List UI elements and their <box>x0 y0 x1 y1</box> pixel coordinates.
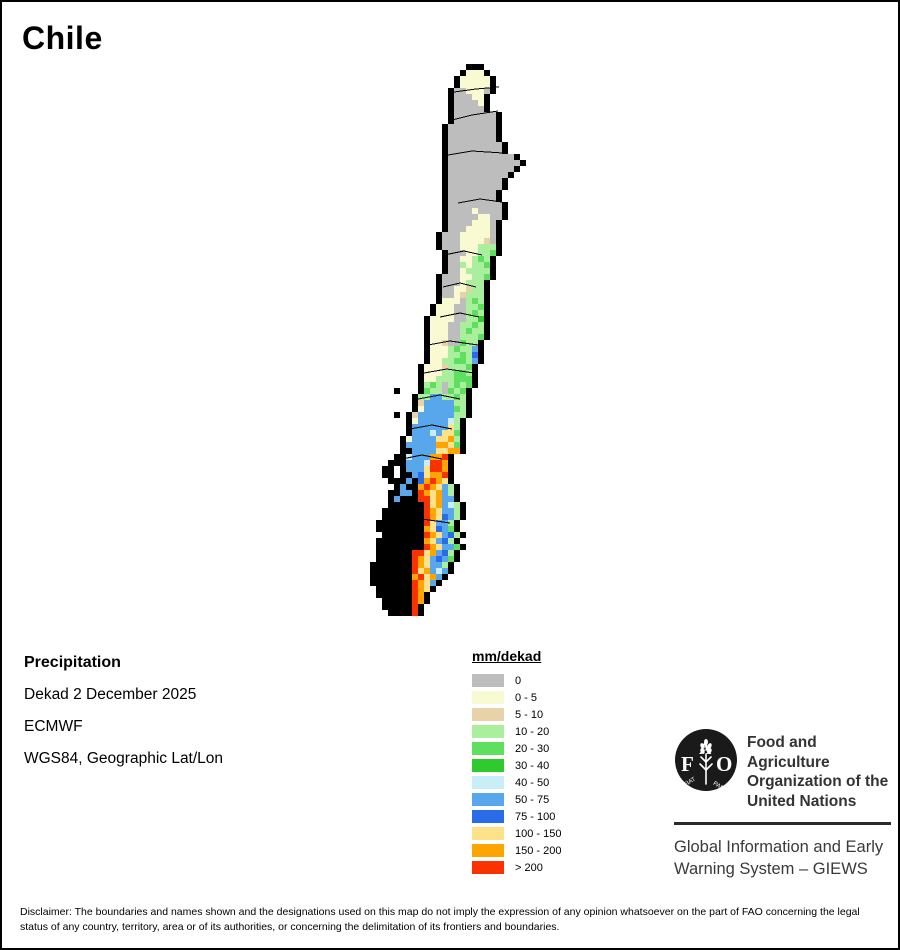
fao-giews-block: F A O FIAT PANIS Food <box>674 728 891 880</box>
chile-precipitation-map <box>370 64 526 616</box>
legend-label: 50 - 75 <box>515 793 550 806</box>
svg-text:O: O <box>716 752 732 776</box>
legend-entry: 0 <box>472 672 561 689</box>
fao-organization-name: Food and Agriculture Organization of the… <box>747 734 889 810</box>
legend-entry: 40 - 50 <box>472 774 561 791</box>
disclaimer-text: Disclaimer: The boundaries and names sho… <box>20 906 860 933</box>
legend-swatch <box>472 759 504 772</box>
legend-label: > 200 <box>515 861 543 874</box>
legend-entry: 0 - 5 <box>472 689 561 706</box>
fao-divider-line <box>674 822 891 825</box>
legend-label: 5 - 10 <box>515 708 544 721</box>
legend-entry: 150 - 200 <box>472 842 561 859</box>
map-info-block: Precipitation Dekad 2 December 2025 ECMW… <box>24 654 223 782</box>
legend-label: 40 - 50 <box>515 776 550 789</box>
map-dekad-label: Dekad 2 December 2025 <box>24 686 197 703</box>
legend-label: 150 - 200 <box>515 844 562 857</box>
legend-swatch <box>472 708 504 721</box>
legend-entry: 30 - 40 <box>472 757 561 774</box>
legend-swatch <box>472 861 504 874</box>
map-source-label: ECMWF <box>24 718 83 735</box>
fao-logo-icon: F A O FIAT PANIS <box>675 729 737 792</box>
legend-label: 20 - 30 <box>515 742 550 755</box>
legend-title: mm/dekad <box>472 648 542 664</box>
legend-label: 0 - 5 <box>515 691 538 704</box>
svg-text:PANIS: PANIS <box>712 781 730 792</box>
legend-swatch <box>472 776 504 789</box>
legend-swatch <box>472 827 504 840</box>
legend-swatch <box>472 793 504 806</box>
svg-text:FIAT: FIAT <box>683 776 697 788</box>
page-title: Chile <box>22 20 103 56</box>
legend-entries: 0 0 - 5 5 - 10 10 - 20 20 - 30 30 - 40 40 - 50… <box>472 672 561 876</box>
legend-entry: 75 - 100 <box>472 808 561 825</box>
legend-label: 10 - 20 <box>515 725 550 738</box>
legend-entry: 5 - 10 <box>472 706 561 723</box>
fao-header: F A O FIAT PANIS Food <box>674 728 891 811</box>
precipitation-legend: mm/dekad 0 0 - 5 5 - 10 10 - 20 20 - 30 30 - … <box>472 648 561 876</box>
map-parameter-label: Precipitation <box>24 654 121 671</box>
legend-label: 30 - 40 <box>515 759 550 772</box>
legend-swatch <box>472 691 504 704</box>
legend-label: 0 <box>515 674 522 687</box>
legend-entry: 10 - 20 <box>472 723 561 740</box>
legend-swatch <box>472 674 504 687</box>
svg-text:F: F <box>681 752 694 776</box>
legend-swatch <box>472 844 504 857</box>
legend-swatch <box>472 810 504 823</box>
map-projection-label: WGS84, Geographic Lat/Lon <box>24 750 224 767</box>
legend-entry: 50 - 75 <box>472 791 561 808</box>
giews-name: Global Information and Early Warning Sys… <box>674 838 884 878</box>
legend-entry: > 200 <box>472 859 561 876</box>
legend-label: 75 - 100 <box>515 810 556 823</box>
legend-swatch <box>472 742 504 755</box>
legend-entry: 100 - 150 <box>472 825 561 842</box>
legend-entry: 20 - 30 <box>472 740 561 757</box>
legend-label: 100 - 150 <box>515 827 562 840</box>
legend-swatch <box>472 725 504 738</box>
